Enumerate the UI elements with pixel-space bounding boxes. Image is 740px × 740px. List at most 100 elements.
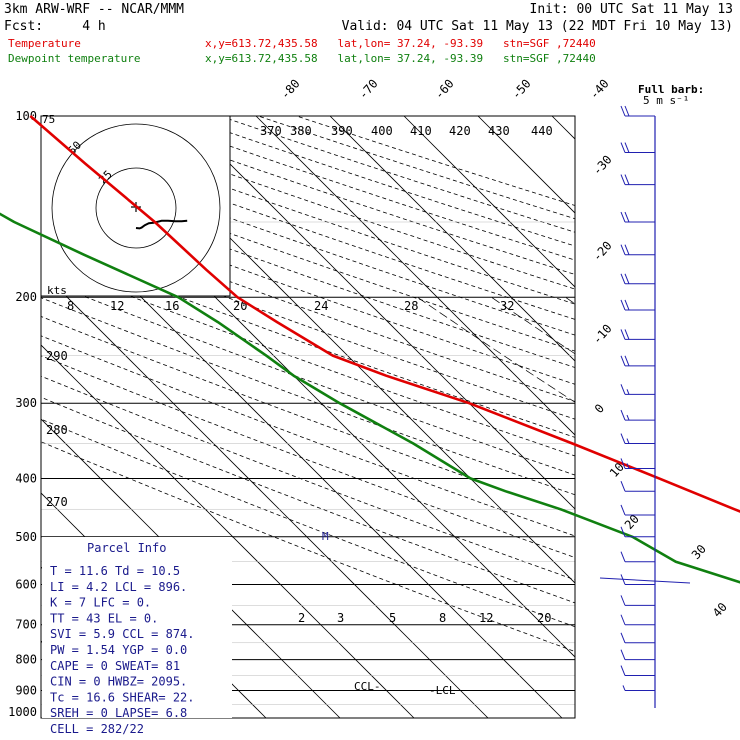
mixing-ratio-label: 24: [314, 299, 328, 313]
dry-adiabat-label: 380: [290, 124, 312, 138]
dry-adiabat: [41, 227, 575, 420]
wind-barb-flag: [620, 142, 626, 153]
wind-barb-flag: [620, 105, 626, 117]
pressure-tick-label: 300: [15, 396, 37, 410]
pressure-tick-label: 200: [15, 290, 37, 304]
mixing-ratio-label: 32: [500, 299, 514, 313]
dry-adiabat-left-label: 270: [46, 495, 68, 509]
wind-barb-flag: [620, 649, 626, 660]
freezing-level-marker: M: [322, 530, 329, 543]
wind-barb-flag: [620, 551, 626, 562]
isotherm-label: -20: [590, 239, 615, 264]
dry-adiabat-label: 410: [410, 124, 432, 138]
wind-barb-flag: [620, 244, 626, 255]
model-title: 3km ARW-WRF -- NCAR/MMM: [4, 2, 184, 17]
wind-barb-flag: [620, 504, 626, 516]
wind-barb-flag: [620, 481, 626, 492]
pressure-tick-label: 900: [15, 683, 37, 697]
isotherm-label: -30: [590, 153, 615, 178]
dry-adiabat: [41, 279, 575, 476]
mixing-ratio-label: 5: [389, 611, 396, 625]
wind-barb-column: [599, 105, 691, 708]
parcel-info-row: CELL = 282/22: [50, 722, 144, 736]
isotherm-label: -40: [587, 77, 612, 102]
hodograph-ring-25: [95, 167, 177, 249]
dry-adiabat-left-label: 280: [46, 423, 68, 437]
parcel-info-row: SVI = 5.9 CCL = 874.: [50, 627, 195, 641]
mixing-ratio-label: 12: [110, 299, 124, 313]
parcel-info-row: CAPE = 0 SWEAT= 81: [50, 659, 180, 673]
mixing-ratio-label: 28: [404, 299, 418, 313]
isotherm: [700, 116, 740, 718]
ccl-marker: CCL-: [354, 680, 381, 693]
dry-adiabat: [41, 194, 575, 385]
parcel-info-box: Parcel Info T = 11.6 Td = 10.5 LI = 4.2 L…: [42, 537, 232, 736]
temperature-legend-info: x,y=613.72,435.58 lat,lon= 37.24, -93.39…: [205, 37, 596, 50]
dry-adiabat: [143, 116, 575, 261]
forecast-hour: Fcst: 4 h: [4, 19, 106, 34]
wind-barb-flag: [620, 665, 626, 676]
wind-barb-flag: [620, 211, 626, 223]
mixing-ratio-label: 3: [337, 611, 344, 625]
temperature-legend-label: Temperature: [8, 37, 81, 50]
pressure-tick-label: 800: [15, 653, 37, 667]
mixing-ratio-label: 12: [479, 611, 493, 625]
dry-adiabat-label: 390: [331, 124, 353, 138]
wind-barb-flag: [620, 614, 626, 625]
wind-barb-flag: [620, 526, 626, 537]
wind-barb-flag: [624, 299, 630, 311]
isotherm: [477, 116, 575, 214]
isotherm: [626, 116, 740, 718]
wind-barb-flag: [624, 105, 630, 117]
moist-adiabat: [565, 296, 575, 305]
isotherm: [403, 116, 575, 288]
wind-barb-flag: [620, 329, 626, 340]
pressure-tick-label: 500: [15, 530, 37, 544]
mixing-ratio-label: 8: [439, 611, 446, 625]
parcel-info-row: CIN = 0 HWBZ= 2095.: [50, 675, 187, 689]
dry-adiabat: [181, 116, 575, 247]
isotherm-label: 0: [592, 401, 607, 416]
moist-adiabat: [491, 296, 575, 355]
isotherm: [41, 418, 341, 718]
isotherm-label: -60: [432, 77, 457, 102]
hodograph-ring-label-75: 75: [42, 113, 55, 126]
isotherm-label: 30: [689, 542, 709, 562]
hodograph-trace: [135, 219, 188, 230]
isotherm-label: 40: [710, 600, 730, 620]
valid-time: Valid: 04 UTC Sat 11 May 13 (22 MDT Fri …: [342, 19, 733, 34]
wind-barb-flag: [624, 211, 630, 223]
isotherm: [551, 116, 575, 140]
isotherm-label: -70: [356, 77, 381, 102]
barb-legend-units: 5 m s⁻¹: [643, 94, 689, 107]
pressure-tick-label: 100: [15, 109, 37, 123]
wind-barb-half: [626, 389, 630, 395]
moist-adiabat: [417, 296, 575, 403]
wind-barb-flag: [620, 273, 626, 284]
lcl-marker: -LCL: [429, 684, 456, 697]
dry-adiabat: [41, 244, 575, 438]
dry-adiabat-label: 420: [449, 124, 471, 138]
wind-barb-flag: [620, 174, 626, 185]
wind-barb-half: [622, 685, 626, 691]
parcel-info-row: K = 7 LFC = 0.: [50, 596, 151, 610]
pressure-tick-label: 700: [15, 618, 37, 632]
temperature-trace: [29, 115, 740, 513]
dewpoint-legend-info: x,y=613.72,435.58 lat,lon= 37.24, -93.39…: [205, 52, 596, 65]
isotherm-label: -50: [509, 77, 534, 102]
wind-barb-flag: [624, 142, 630, 153]
mixing-ratio-label: 2: [298, 611, 305, 625]
hodograph-units: kts: [47, 284, 67, 297]
parcel-info-background: [42, 537, 232, 718]
pressure-tick-label: 1000: [8, 705, 37, 719]
wind-barb-flag: [620, 409, 626, 421]
parcel-info-row: SREH = 0 LAPSE= 6.8: [50, 706, 187, 720]
isotherm: [255, 116, 575, 436]
wind-barb-half: [626, 414, 630, 421]
wind-barb-flag: [620, 433, 626, 444]
dry-adiabat-lines: [41, 116, 575, 652]
dry-adiabat: [41, 335, 575, 537]
dry-adiabat-label: 430: [488, 124, 510, 138]
parcel-info-row: T = 11.6 Td = 10.5: [50, 564, 180, 578]
dry-adiabat-left-label: 290: [46, 349, 68, 363]
